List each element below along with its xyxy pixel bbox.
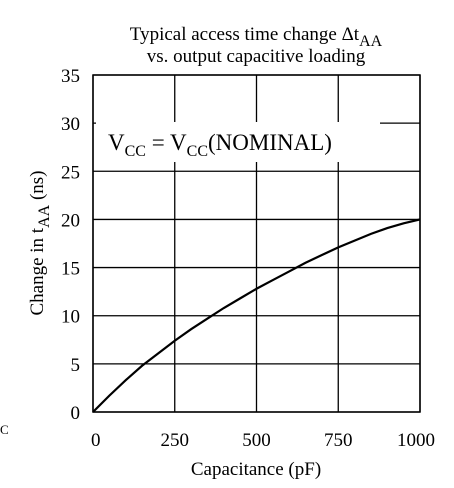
- x-tick-label: 250: [161, 430, 190, 451]
- x-tick-label: 1000: [397, 430, 435, 451]
- y-axis-label: Change in tAA (ns): [27, 170, 53, 315]
- y-tick-label: 10: [61, 307, 80, 328]
- y-axis-ticks: 0 5 10 15 20 25 30 35: [61, 66, 80, 424]
- annotation-box: [96, 122, 380, 162]
- y-tick-label: 35: [61, 66, 80, 87]
- x-tick-label: 500: [242, 430, 271, 451]
- y-tick-label: 0: [71, 403, 81, 424]
- y-tick-label: 5: [71, 355, 81, 376]
- y-tick-label: 20: [61, 210, 80, 231]
- chart-title-line-1: Typical access time change ΔtAA: [130, 24, 383, 50]
- x-tick-label: 0: [91, 430, 101, 451]
- annotation-text: VCC = VCC(NOMINAL): [108, 130, 332, 160]
- x-axis-label: Capacitance (pF): [191, 459, 321, 480]
- series-line: [92, 218, 421, 413]
- chart-title-line-2: vs. output capacitive loading: [147, 46, 366, 67]
- y-tick-label: 15: [61, 259, 80, 280]
- y-tick-label: 30: [61, 114, 80, 135]
- plot-frame: [92, 74, 421, 413]
- margin-character: C: [0, 422, 9, 437]
- x-tick-label: 750: [324, 430, 353, 451]
- x-axis-ticks: 0 250 500 750 1000: [91, 430, 435, 451]
- y-tick-label: 25: [61, 162, 80, 183]
